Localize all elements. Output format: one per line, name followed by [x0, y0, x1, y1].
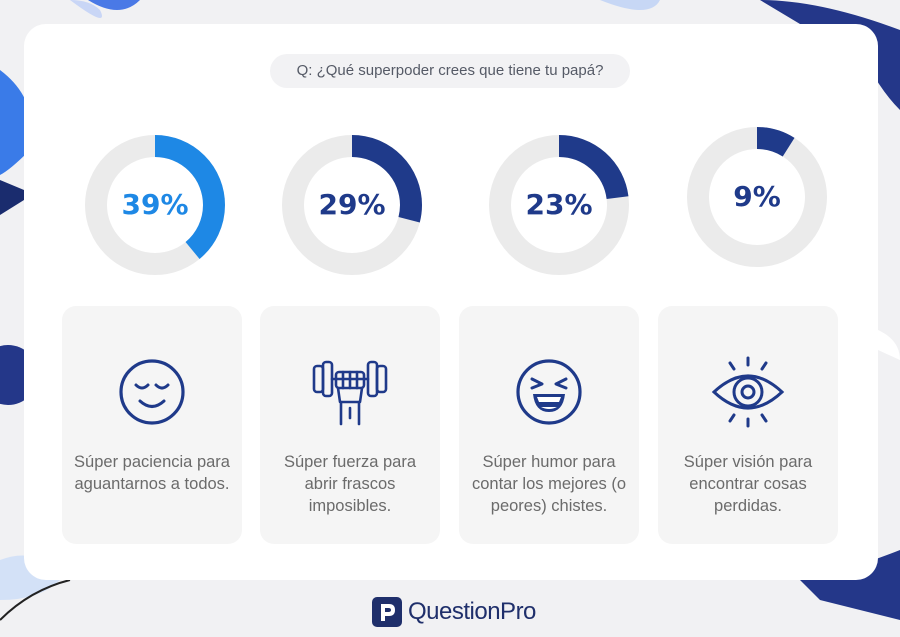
donut-svg-4	[687, 127, 827, 267]
donut-svg-3	[489, 135, 629, 275]
eye-icon	[711, 356, 785, 428]
donut-svg-2	[282, 135, 422, 275]
relaxed-face-icon	[119, 359, 185, 425]
donut-percentage-1: 39%	[121, 188, 189, 221]
donut-arc-1	[85, 135, 225, 275]
donut-arc-4	[687, 127, 827, 267]
option-label-strength: Súper fuerza para abrir frascos imposibl…	[283, 453, 417, 515]
laughing-face-icon	[516, 359, 582, 425]
donut-arc-3	[489, 135, 629, 275]
dumbbell-fist-icon	[312, 360, 388, 426]
donut-svg-1	[85, 135, 225, 275]
donut-arc-2	[282, 135, 422, 275]
donut-percentage-3: 23%	[525, 188, 593, 221]
donut-percentage-2: 29%	[318, 188, 386, 221]
option-card-vision: Súper visión para encontrar cosas perdid…	[658, 306, 838, 544]
donut-chart-4: 9%	[687, 127, 827, 267]
questionpro-logo-icon	[372, 597, 402, 627]
option-label-vision: Súper visión para encontrar cosas perdid…	[683, 453, 813, 515]
option-label-humor: Súper humor para contar los mejores (o p…	[471, 453, 627, 515]
question-pill: Q: ¿Qué superpoder crees que tiene tu pa…	[270, 54, 630, 88]
donut-chart-2: 29%	[282, 135, 422, 275]
donut-percentage-4: 9%	[733, 180, 781, 213]
brand-name: QuestionPro	[408, 598, 536, 625]
option-card-strength: Súper fuerza para abrir frascos imposibl…	[260, 306, 440, 544]
donut-chart-3: 23%	[489, 135, 629, 275]
option-label-patience: Súper paciencia para aguantarnos a todos…	[74, 453, 230, 493]
option-card-humor: Súper humor para contar los mejores (o p…	[459, 306, 639, 544]
option-card-patience: Súper paciencia para aguantarnos a todos…	[62, 306, 242, 544]
donut-chart-1: 39%	[85, 135, 225, 275]
